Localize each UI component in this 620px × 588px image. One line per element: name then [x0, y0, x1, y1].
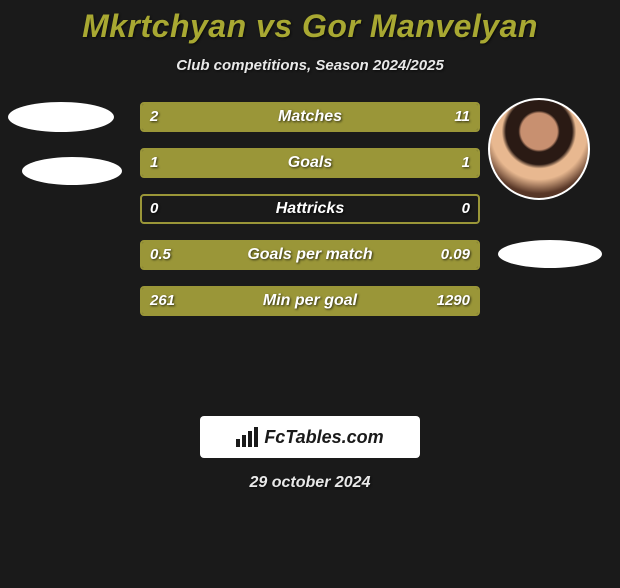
- player-right-name-placeholder: [498, 240, 602, 268]
- stat-label: Hattricks: [142, 196, 478, 222]
- player-right-avatar: [488, 98, 590, 200]
- chart-icon: [236, 427, 258, 447]
- date-text: 29 october 2024: [0, 474, 620, 492]
- stat-value-right: 1: [462, 150, 470, 176]
- stat-label: Min per goal: [142, 288, 478, 314]
- stat-label: Goals per match: [142, 242, 478, 268]
- stat-value-right: 0.09: [441, 242, 470, 268]
- page-title: Mkrtchyan vs Gor Manvelyan: [0, 8, 620, 45]
- stat-label: Matches: [142, 104, 478, 130]
- watermark: FcTables.com: [200, 416, 420, 458]
- stat-row: 261Min per goal1290: [140, 286, 480, 316]
- subtitle: Club competitions, Season 2024/2025: [0, 57, 620, 74]
- player-left-avatar-placeholder-1: [8, 102, 114, 132]
- stat-value-right: 1290: [437, 288, 470, 314]
- stat-row: 2Matches11: [140, 102, 480, 132]
- comparison-area: 2Matches11 1Goals1 0Hattricks0 0.5Goals per…: [0, 102, 620, 402]
- stat-row: 0.5Goals per match0.09: [140, 240, 480, 270]
- player-left-avatar-placeholder-2: [22, 157, 122, 185]
- stats-container: 2Matches11 1Goals1 0Hattricks0 0.5Goals per…: [140, 102, 480, 332]
- stat-row: 0Hattricks0: [140, 194, 480, 224]
- stat-label: Goals: [142, 150, 478, 176]
- stat-row: 1Goals1: [140, 148, 480, 178]
- stat-value-right: 11: [454, 104, 470, 130]
- stat-value-right: 0: [462, 196, 470, 222]
- watermark-text: FcTables.com: [264, 427, 383, 448]
